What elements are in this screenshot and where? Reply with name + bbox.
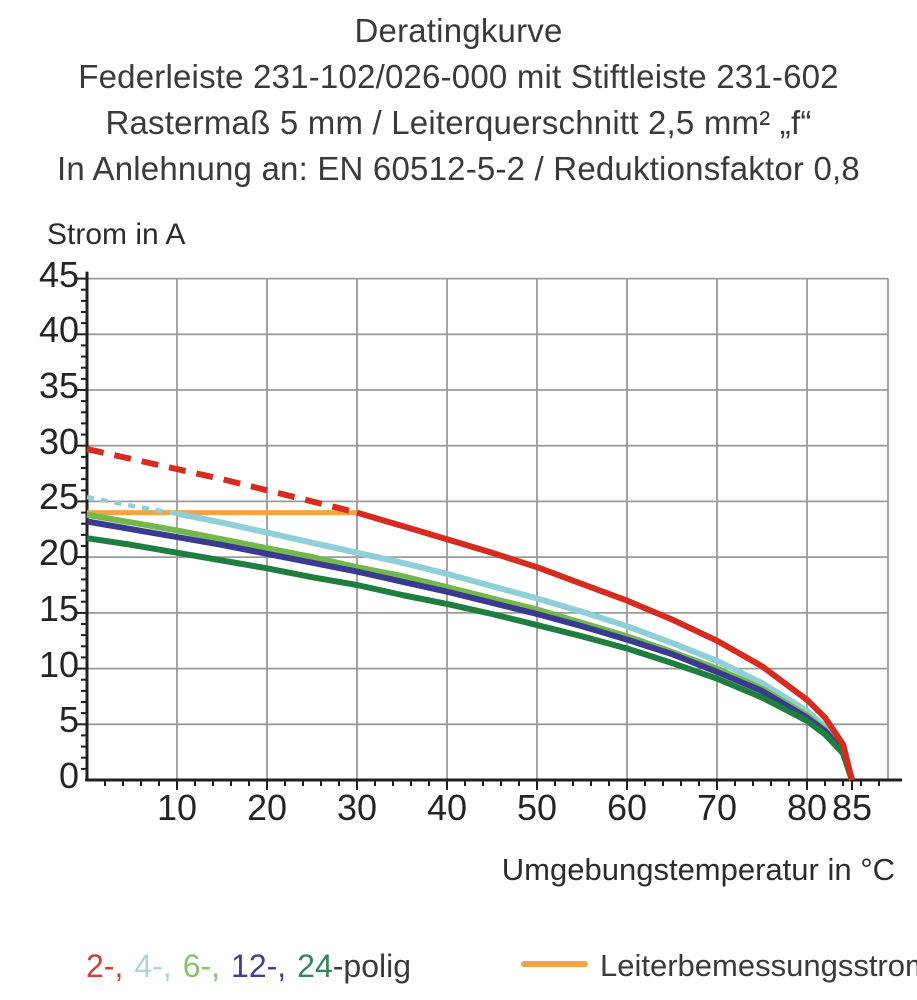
- x-tick-label: 30: [336, 787, 378, 828]
- y-tick-label: 25: [38, 476, 79, 518]
- y-tick-label: 15: [38, 587, 79, 629]
- chart-subtitle-product: Federleiste 231-102/026-000 mit Stiftlei…: [78, 58, 839, 95]
- y-tick-label: 40: [38, 309, 79, 351]
- y-tick-label: 30: [38, 420, 79, 462]
- rated-current-label: Leiterbemessungsstrom: [600, 948, 917, 983]
- chart-title-block: Deratingkurve Federleiste 231-102/026-00…: [0, 8, 917, 192]
- x-tick-label: 40: [426, 787, 468, 828]
- poles-legend-item: -polig: [332, 948, 412, 984]
- x-tick-label: 60: [606, 787, 648, 828]
- chart-subtitle-spec: Rastermaß 5 mm / Leiterquerschnitt 2,5 m…: [105, 104, 812, 141]
- y-tick-label: 20: [38, 532, 79, 574]
- poles-legend-item: 12-,: [231, 948, 287, 984]
- grid-lines: [87, 277, 889, 780]
- x-tick-label: 85: [831, 787, 873, 828]
- chart-subtitle-standard: In Anlehnung an: EN 60512-5-2 / Reduktio…: [57, 150, 860, 187]
- x-tick-label: 70: [696, 787, 738, 828]
- x-axis-title: Umgebungstemperatur in °C: [501, 852, 895, 887]
- poles-legend: 2-, 4-, 6-, 12-, 24-polig: [86, 942, 411, 990]
- y-tick-label: 10: [38, 643, 79, 685]
- y-axis-title: Strom in A: [47, 218, 186, 251]
- chart-title: Deratingkurve: [354, 12, 563, 49]
- y-tick-label: 35: [38, 364, 79, 406]
- poles-legend-item: 4-,: [134, 948, 172, 984]
- x-tick-label: 10: [156, 787, 198, 828]
- poles-legend-item: 24: [297, 948, 333, 984]
- y-tick-label: 0: [58, 755, 79, 796]
- y-tick-label: 45: [38, 253, 79, 295]
- x-tick-label: 20: [246, 787, 288, 828]
- x-tick-label: 80: [786, 787, 828, 828]
- derating-curves: [86, 446, 855, 781]
- poles-legend-item: 2-,: [86, 948, 124, 984]
- axes: [85, 271, 902, 782]
- legend-row: 2-, 4-, 6-, 12-, 24-polig Leiterbemessungsst…: [0, 942, 917, 1000]
- x-tick-label: 50: [516, 787, 558, 828]
- rated-current-swatch: [521, 961, 588, 967]
- poles-legend-item: 6-,: [182, 948, 221, 984]
- y-tick-label: 5: [58, 699, 79, 741]
